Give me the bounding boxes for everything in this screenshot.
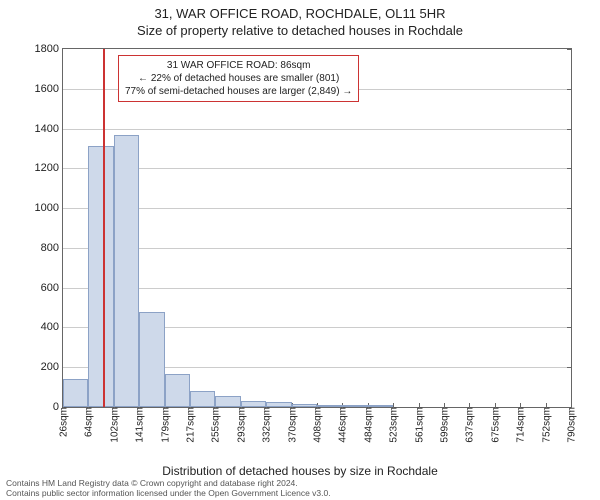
y-tick-label: 1200 (35, 162, 63, 174)
y-tick-label: 800 (41, 242, 63, 254)
x-tick-label: 714sqm (514, 407, 527, 443)
x-tick-label: 599sqm (438, 407, 451, 443)
histogram-bar (88, 146, 113, 407)
x-tick-label: 484sqm (361, 407, 374, 443)
gridline (63, 168, 571, 169)
gridline (63, 208, 571, 209)
x-tick-label: 293sqm (234, 407, 247, 443)
x-tick-label: 102sqm (107, 407, 120, 443)
x-tick-label: 141sqm (133, 407, 146, 443)
y-tick-label: 1400 (35, 123, 63, 135)
x-tick-label: 637sqm (463, 407, 476, 443)
histogram-bar (114, 135, 139, 407)
x-tick-label: 790sqm (565, 407, 578, 443)
annotation-line: 77% of semi-detached houses are larger (… (125, 85, 352, 98)
histogram-bar (241, 401, 266, 407)
footer-line: Contains public sector information licen… (6, 488, 331, 498)
plot-area: 02004006008001000120014001600180026sqm64… (62, 48, 572, 408)
footer-line: Contains HM Land Registry data © Crown c… (6, 478, 331, 488)
histogram-bar (342, 405, 367, 407)
x-axis-label: Distribution of detached houses by size … (0, 464, 600, 478)
histogram-bar (317, 405, 342, 407)
x-tick-label: 26sqm (57, 407, 70, 437)
chart-subtitle: Size of property relative to detached ho… (0, 21, 600, 38)
histogram-bar (63, 379, 88, 407)
x-tick-label: 675sqm (488, 407, 501, 443)
x-tick-label: 523sqm (387, 407, 400, 443)
histogram-bar (292, 404, 317, 407)
chart-title: 31, WAR OFFICE ROAD, ROCHDALE, OL11 5HR (0, 0, 600, 21)
gridline (63, 248, 571, 249)
x-tick-label: 752sqm (539, 407, 552, 443)
x-tick-label: 561sqm (412, 407, 425, 443)
y-tick-label: 200 (41, 361, 63, 373)
annotation-line: 31 WAR OFFICE ROAD: 86sqm (125, 59, 352, 72)
gridline (63, 288, 571, 289)
gridline (63, 129, 571, 130)
annotation-line: ← 22% of detached houses are smaller (80… (125, 72, 352, 85)
histogram-bar (190, 391, 215, 407)
x-tick-label: 179sqm (158, 407, 171, 443)
marker-line (103, 49, 105, 407)
histogram-bar (368, 405, 393, 407)
x-tick-label: 332sqm (260, 407, 273, 443)
x-tick-label: 217sqm (184, 407, 197, 443)
histogram-bar (215, 396, 240, 407)
y-tick-label: 1000 (35, 202, 63, 214)
y-tick-label: 600 (41, 282, 63, 294)
footer-attribution: Contains HM Land Registry data © Crown c… (6, 478, 331, 498)
y-tick-label: 400 (41, 321, 63, 333)
annotation-box: 31 WAR OFFICE ROAD: 86sqm← 22% of detach… (118, 55, 359, 102)
x-tick-label: 370sqm (285, 407, 298, 443)
histogram-bar (266, 402, 291, 407)
y-tick-label: 1800 (35, 43, 63, 55)
histogram-bar (165, 374, 190, 407)
histogram-bar (139, 312, 164, 407)
x-tick-label: 64sqm (82, 407, 95, 437)
x-tick-label: 446sqm (336, 407, 349, 443)
x-tick-label: 408sqm (311, 407, 324, 443)
chart-container: 31, WAR OFFICE ROAD, ROCHDALE, OL11 5HR … (0, 0, 600, 500)
x-tick-label: 255sqm (209, 407, 222, 443)
y-tick-label: 1600 (35, 83, 63, 95)
